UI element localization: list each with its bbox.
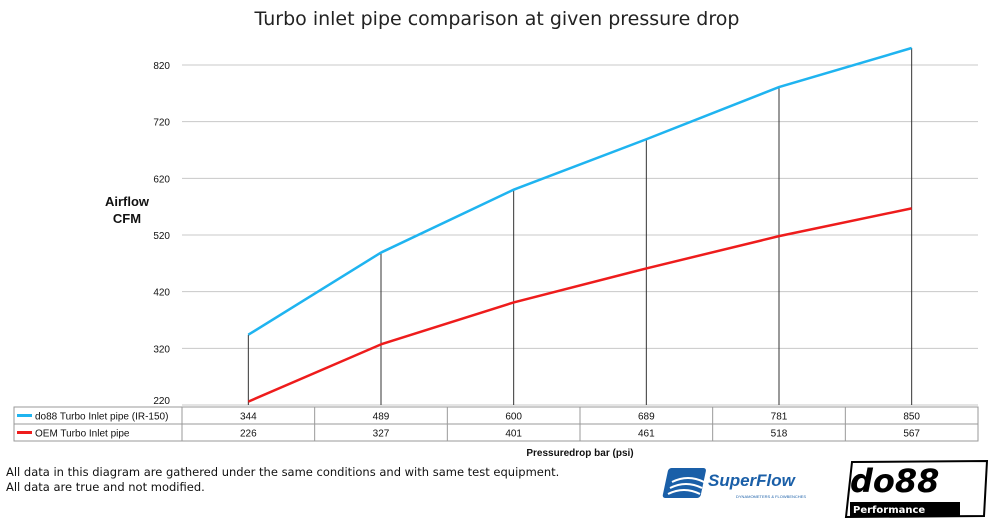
legend-label: OEM Turbo Inlet pipe: [35, 429, 130, 440]
y-axis-label-line2: CFM: [113, 211, 141, 226]
series-line: [247, 46, 913, 336]
data-label: 689: [638, 412, 655, 423]
y-tick-label: 720: [153, 118, 170, 129]
data-label: 226: [240, 429, 257, 440]
y-tick-label: 620: [153, 174, 170, 185]
y-axis-label-line1: Airflow: [105, 194, 150, 209]
footnote-2: All data are true and not modified.: [6, 480, 205, 494]
y-tick-label: 420: [153, 288, 170, 299]
y-tick-label: 320: [153, 344, 170, 355]
data-label: 567: [903, 429, 920, 440]
y-tick-label: 520: [153, 231, 170, 242]
svg-text:DYNAMOMETERS & FLOWBENCHES: DYNAMOMETERS & FLOWBENCHES: [736, 494, 806, 499]
svg-text:Performance: Performance: [853, 505, 925, 516]
superflow-logo: SuperFlow DYNAMOMETERS & FLOWBENCHES: [662, 468, 806, 499]
data-label: 781: [771, 412, 788, 423]
data-label: 850: [903, 412, 920, 423]
legend-label: do88 Turbo Inlet pipe (IR-150): [35, 412, 168, 423]
data-label: 518: [771, 429, 788, 440]
svg-text:SuperFlow: SuperFlow: [708, 471, 797, 490]
data-label: 327: [373, 429, 390, 440]
svg-text:do88: do88: [850, 462, 939, 500]
y-tick-label: 220: [153, 396, 170, 407]
chart-title: Turbo inlet pipe comparison at given pre…: [254, 8, 740, 30]
data-label: 401: [505, 429, 522, 440]
footnote-1: All data in this diagram are gathered un…: [6, 465, 560, 479]
y-tick-label: 820: [153, 61, 170, 72]
data-label: 344: [240, 412, 257, 423]
data-label: 489: [373, 412, 390, 423]
series-line: [247, 207, 912, 403]
data-label: 600: [505, 412, 522, 423]
x-axis-label: Pressuredrop bar (psi): [526, 448, 633, 459]
data-label: 461: [638, 429, 655, 440]
do88-logo: do88 Performance: [844, 459, 989, 519]
